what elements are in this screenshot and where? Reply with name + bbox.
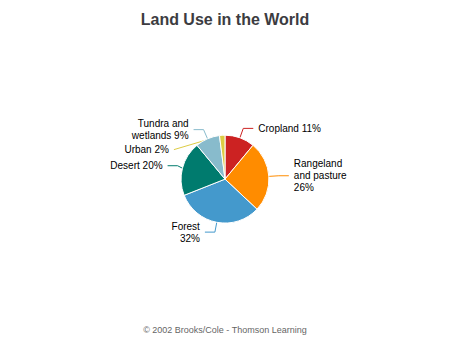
svg-text:32%: 32% [180, 233, 200, 244]
svg-text:Rangeland: Rangeland [294, 158, 342, 169]
svg-text:Tundra and: Tundra and [138, 118, 189, 129]
svg-text:Land Use in the World: Land Use in the World [141, 11, 310, 28]
svg-text:Cropland 11%: Cropland 11% [258, 123, 321, 134]
svg-text:26%: 26% [294, 182, 314, 193]
svg-text:Urban 2%: Urban 2% [124, 144, 169, 155]
svg-text:wetlands 9%: wetlands 9% [131, 130, 189, 141]
svg-text:Desert 20%: Desert 20% [110, 160, 162, 171]
svg-text:© 2002 Brooks/Cole - Thomson L: © 2002 Brooks/Cole - Thomson Learning [143, 325, 307, 335]
svg-text:Forest: Forest [172, 221, 201, 232]
svg-text:and pasture: and pasture [294, 170, 347, 181]
